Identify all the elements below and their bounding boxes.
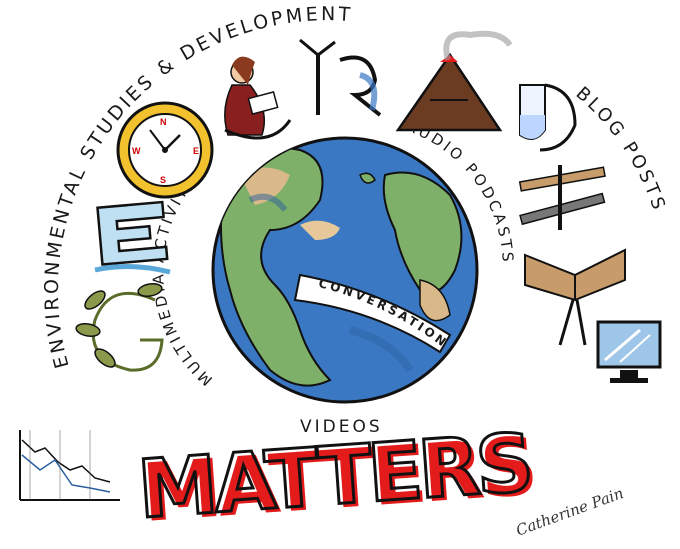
water-letter-icon	[94, 200, 171, 275]
graph-icon	[19, 430, 120, 501]
videos-label: VIDEOS	[300, 417, 383, 437]
globe-icon: CONVERSATION	[211, 136, 479, 404]
pen-icon	[518, 165, 606, 230]
svg-text:E: E	[193, 146, 199, 156]
test-tube-icon	[519, 83, 577, 152]
wind-turbine-icon	[299, 38, 382, 117]
clock-icon: N S W E	[116, 101, 214, 199]
volcano-icon	[395, 30, 513, 132]
svg-text:S: S	[160, 175, 166, 185]
svg-text:N: N	[160, 117, 167, 127]
open-book-icon	[524, 248, 626, 346]
blog-posts-label: BLOG POSTS	[572, 83, 670, 215]
person-reading-icon	[224, 56, 292, 140]
monitor-icon	[596, 320, 662, 383]
matters-title: MATTERS MATTERS	[133, 415, 536, 540]
plant-icon	[75, 282, 164, 372]
matters-outline-text: MATTERS	[135, 416, 533, 536]
svg-text:W: W	[132, 146, 141, 156]
